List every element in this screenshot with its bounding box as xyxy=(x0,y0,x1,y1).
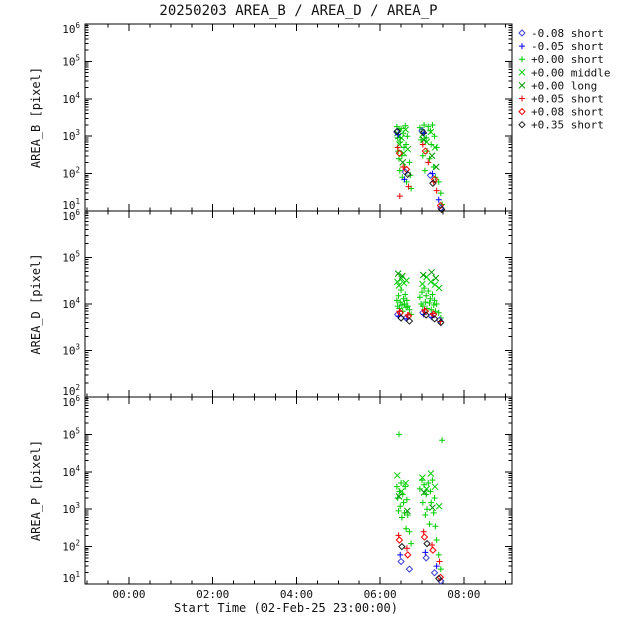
svg-text:103: 103 xyxy=(62,501,80,516)
series--0.05-short xyxy=(397,549,440,570)
series-+0.35-short xyxy=(397,311,445,327)
legend-label: +0.00 short xyxy=(531,53,604,66)
legend-label: -0.08 short xyxy=(531,27,604,40)
x-tick-label: 02:00 xyxy=(196,588,229,601)
legend-label: +0.35 short xyxy=(531,119,604,132)
svg-text:104: 104 xyxy=(62,296,80,311)
svg-text:105: 105 xyxy=(62,53,80,68)
x-axis-label: Start Time (02-Feb-25 23:00:00) xyxy=(174,601,398,615)
legend: -0.08 short-0.05 short+0.00 short+0.00 m… xyxy=(518,27,610,132)
x-tick-label: 00:00 xyxy=(112,588,145,601)
series-+0.00-long xyxy=(394,268,440,282)
svg-text:104: 104 xyxy=(62,91,80,106)
series-+0.00-long xyxy=(395,489,436,515)
svg-text:103: 103 xyxy=(62,343,80,358)
legend-entry: +0.00 long xyxy=(518,79,597,92)
svg-text:106: 106 xyxy=(62,21,80,36)
svg-text:105: 105 xyxy=(62,426,80,441)
x-tick-label: 08:00 xyxy=(447,588,480,601)
legend-entry: +0.00 short xyxy=(519,53,604,66)
svg-text:102: 102 xyxy=(62,539,80,554)
series-+0.00-short xyxy=(393,285,444,321)
series-+0.35-short xyxy=(398,539,443,583)
svg-text:106: 106 xyxy=(62,208,80,223)
legend-label: +0.05 short xyxy=(531,93,604,106)
panel-AREA_D: 102 103 104 105 106 AREA_D [pixel] xyxy=(29,208,513,398)
svg-text:103: 103 xyxy=(62,128,80,143)
series-+0.00-short xyxy=(393,431,446,573)
legend-label: +0.00 long xyxy=(531,79,597,92)
series-+0.00-middle xyxy=(393,470,443,510)
svg-text:105: 105 xyxy=(62,250,80,265)
legend-label: +0.00 middle xyxy=(531,66,610,79)
legend-entry: -0.05 short xyxy=(519,40,604,53)
legend-label: +0.08 short xyxy=(531,106,604,119)
x-tick-labels: 00:00 02:00 04:00 06:00 08:00 xyxy=(112,588,480,601)
panel-AREA_P: 101 102 103 104 105 106 AREA_P [pixel] xyxy=(29,394,513,585)
svg-text:101: 101 xyxy=(62,197,80,212)
svg-text:102: 102 xyxy=(62,166,80,181)
panel-AREA_B: 101 102 103 104 105 106 AREA_B [pixel] xyxy=(29,21,513,214)
chart-title: 20250203 AREA_B / AREA_D / AREA_P xyxy=(159,3,438,19)
svg-text:104: 104 xyxy=(62,464,80,479)
legend-entry: +0.35 short xyxy=(518,119,604,132)
series--0.08-short xyxy=(397,554,445,585)
legend-entry: +0.08 short xyxy=(518,106,604,119)
series-+0.35-short xyxy=(393,127,446,214)
svg-text:101: 101 xyxy=(62,570,80,585)
series-+0.05-short xyxy=(396,306,444,325)
series-+0.00-middle xyxy=(393,273,443,292)
svg-text:102: 102 xyxy=(62,383,80,398)
series-+0.05-short xyxy=(395,528,443,565)
legend-entry: +0.00 middle xyxy=(518,66,610,79)
series--0.05-short xyxy=(395,130,442,203)
x-tick-label: 06:00 xyxy=(364,588,397,601)
legend-entry: -0.08 short xyxy=(518,27,604,40)
y-axis-label: AREA_D [pixel] xyxy=(29,253,43,354)
series-+0.00-short xyxy=(393,121,446,208)
legend-entry: +0.05 short xyxy=(519,93,604,106)
y-axis-label: AREA_P [pixel] xyxy=(29,440,43,541)
legend-label: -0.05 short xyxy=(531,40,604,53)
y-axis-label: AREA_B [pixel] xyxy=(29,67,43,168)
x-tick-label: 04:00 xyxy=(280,588,313,601)
svg-text:106: 106 xyxy=(62,394,80,409)
